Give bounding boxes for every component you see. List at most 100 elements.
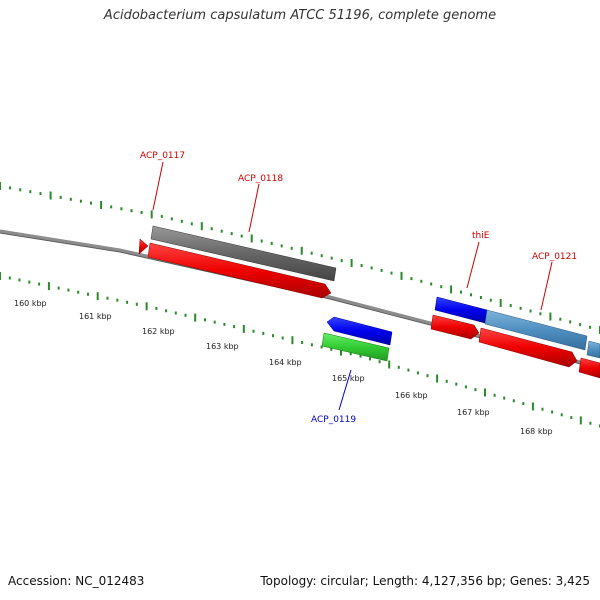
major-tick [549, 312, 552, 321]
gene-features [138, 225, 600, 379]
major-tick [484, 388, 486, 397]
minor-tick [204, 318, 206, 322]
minor-tick [126, 300, 129, 304]
minor-tick [522, 402, 525, 406]
minor-tick [390, 271, 393, 275]
ruler-label: 163 kbp [206, 342, 239, 351]
minor-tick [29, 190, 32, 194]
major-tick [242, 324, 245, 333]
major-tick [388, 360, 391, 369]
ruler-label: 160 kbp [14, 299, 47, 308]
gene-feature-acp0117[interactable] [150, 225, 337, 282]
minor-tick [18, 278, 21, 282]
minor-tick [420, 279, 423, 283]
minor-tick [330, 347, 333, 351]
minor-tick [8, 276, 11, 280]
minor-tick [39, 192, 42, 196]
minor-tick [79, 199, 82, 203]
minor-tick [252, 329, 255, 333]
minor-tick [90, 201, 92, 205]
gene-feature-acp0119-green[interactable] [321, 332, 390, 362]
gene-label-acp0118[interactable]: ACP_0118 [238, 174, 283, 184]
minor-tick [281, 336, 284, 340]
minor-tick [272, 334, 274, 338]
major-tick [436, 374, 439, 383]
major-tick [300, 246, 303, 255]
minor-tick [455, 382, 458, 386]
gene-feature-thie-red[interactable] [430, 314, 480, 340]
minor-tick [489, 298, 492, 302]
major-tick [150, 210, 153, 219]
minor-tick [569, 320, 572, 324]
leader-line [466, 241, 480, 289]
outer-tick-track [0, 182, 600, 334]
major-tick [0, 182, 1, 190]
major-tick [200, 222, 203, 231]
minor-tick [493, 393, 496, 397]
major-tick [96, 292, 99, 301]
minor-tick [509, 304, 512, 308]
minor-tick [140, 211, 143, 214]
minor-tick [77, 290, 80, 294]
major-tick [450, 285, 453, 294]
minor-tick [360, 264, 363, 267]
gene-feature-acp0117-red[interactable] [147, 242, 332, 299]
gene-feature-edge-red[interactable] [578, 357, 600, 379]
major-tick [145, 302, 148, 311]
major-tick [47, 282, 50, 291]
minor-tick [539, 312, 542, 316]
major-tick [49, 191, 52, 200]
minor-tick [470, 293, 472, 297]
minor-tick [135, 302, 138, 306]
ruler-label: 166 kbp [395, 391, 428, 400]
minor-tick [512, 399, 515, 403]
minor-tick [9, 186, 12, 190]
minor-tick [270, 241, 273, 245]
gene-feature-acp0121-blue[interactable] [484, 309, 588, 351]
minor-tick [519, 306, 522, 310]
minor-tick [310, 343, 313, 347]
minor-tick [579, 323, 582, 327]
gene-label-acp0117[interactable]: ACP_0117 [140, 151, 185, 161]
minor-tick [340, 259, 343, 263]
leader-line [540, 261, 553, 311]
minor-tick [370, 266, 373, 270]
minor-tick [474, 388, 477, 392]
gene-feature-edge-blue[interactable] [586, 340, 600, 359]
minor-tick [180, 219, 183, 223]
gene-label-acp0119[interactable]: ACP_0119 [311, 415, 356, 425]
major-tick [100, 201, 103, 209]
gene-label-thie[interactable]: thiE [472, 231, 490, 241]
minor-tick [380, 268, 383, 272]
accession-text: Accession: NC_012483 [8, 574, 145, 588]
minor-tick [541, 407, 544, 411]
minor-tick [110, 205, 113, 209]
gene-feature-small-arrow[interactable] [138, 238, 149, 255]
gene-feature-acp0119-blue[interactable] [326, 316, 393, 346]
minor-tick [87, 292, 89, 296]
minor-tick [310, 251, 313, 255]
minor-tick [106, 296, 109, 300]
minor-tick [170, 217, 173, 221]
major-tick [531, 402, 534, 411]
minor-tick [130, 209, 133, 213]
minor-tick [280, 244, 283, 248]
minor-tick [57, 286, 60, 290]
minor-tick [445, 379, 448, 383]
minor-tick [174, 311, 177, 315]
minor-tick [416, 371, 419, 375]
gene-label-acp0121[interactable]: ACP_0121 [532, 252, 577, 262]
minor-tick [560, 413, 563, 417]
gene-feature-acp0121-red[interactable] [478, 327, 578, 368]
minor-tick [479, 296, 482, 299]
major-tick [499, 298, 502, 307]
minor-tick [28, 280, 31, 284]
minor-tick [213, 320, 216, 324]
minor-tick [19, 188, 22, 192]
minor-tick [165, 309, 168, 313]
minor-tick [349, 352, 352, 356]
gene-labels: ACP_0117 ACP_0118 ACP_0119 thiE ACP_0121 [140, 151, 577, 425]
minor-tick [155, 307, 158, 310]
minor-tick [359, 354, 362, 358]
major-tick [250, 234, 253, 243]
